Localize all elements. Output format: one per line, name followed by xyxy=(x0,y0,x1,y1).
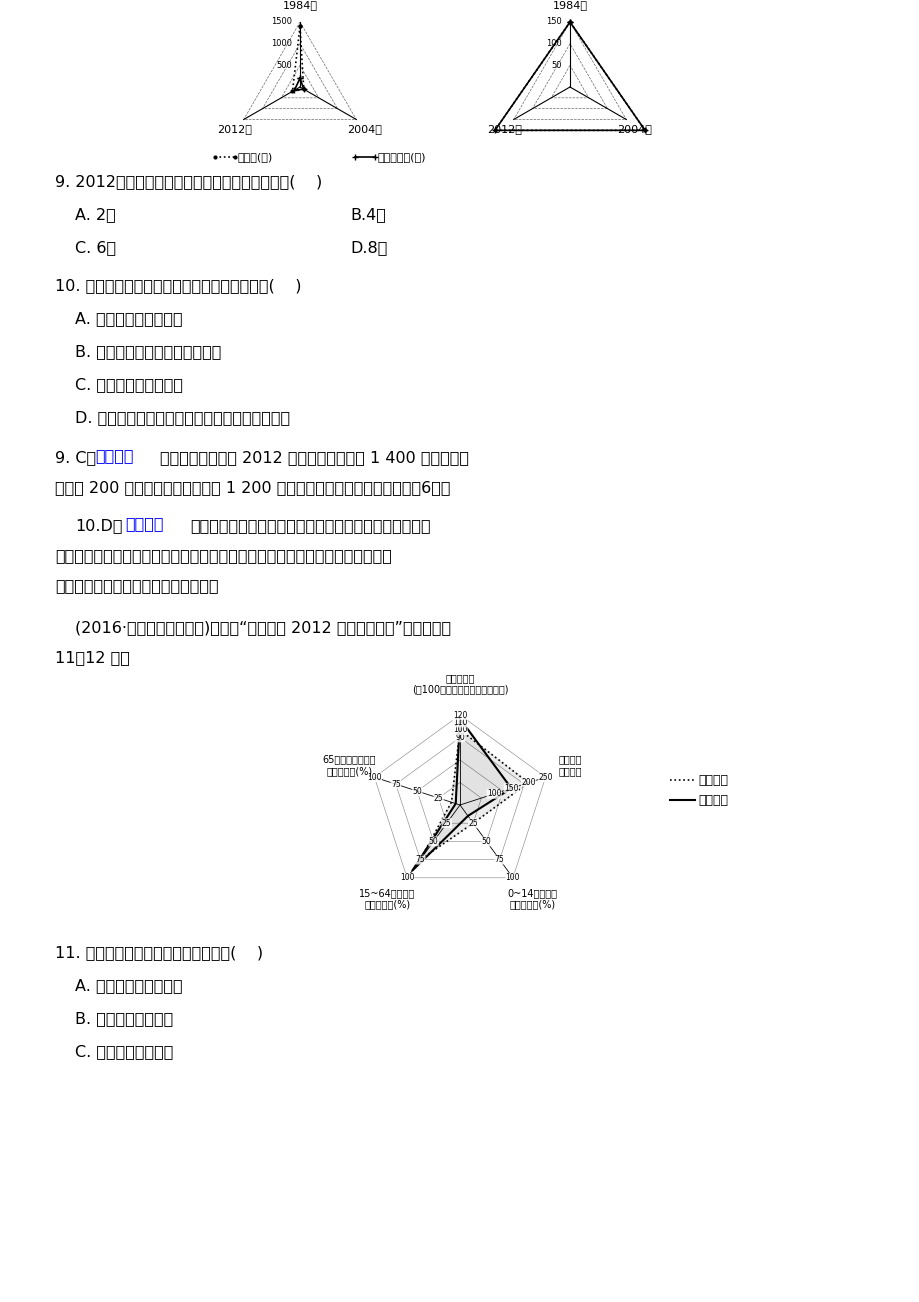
Text: A. 气候暖湿，环境优美: A. 气候暖湿，环境优美 xyxy=(75,311,183,326)
Text: A. 2倍: A. 2倍 xyxy=(75,207,116,223)
Text: 15~64岁人口占
总人口比重(%): 15~64岁人口占 总人口比重(%) xyxy=(358,888,414,910)
Text: 【解析】: 【解析】 xyxy=(125,516,164,531)
Text: 75: 75 xyxy=(415,855,425,865)
Text: 2004年: 2004年 xyxy=(617,125,652,134)
Text: 10. 该城市近三十年人口迅猛增长的根本原因是(    ): 10. 该城市近三十年人口迅猛增长的根本原因是( ) xyxy=(55,279,301,293)
Text: 10.D: 10.D xyxy=(75,518,122,533)
Text: 人口为 200 万，得出流动人口约为 1 200 万，流动人口大约是有户籍人口的6倍。: 人口为 200 万，得出流动人口约为 1 200 万，流动人口大约是有户籍人口的… xyxy=(55,480,450,495)
Text: A. 劳动力人口比重较小: A. 劳动力人口比重较小 xyxy=(75,978,183,993)
Text: 9. 2012年，该城市流动人口大约是有户籍人口的(    ): 9. 2012年，该城市流动人口大约是有户籍人口的( ) xyxy=(55,174,322,189)
Text: 500: 500 xyxy=(276,61,291,70)
Text: 200: 200 xyxy=(521,779,535,788)
Text: 9. C: 9. C xyxy=(55,450,96,465)
Text: 50: 50 xyxy=(550,61,562,70)
Text: 120: 120 xyxy=(452,711,467,720)
Text: 1984年: 1984年 xyxy=(552,0,587,10)
Text: B. 海洋资源的大规模开发和利用: B. 海洋资源的大规模开发和利用 xyxy=(75,344,221,359)
Text: 11～12 题。: 11～12 题。 xyxy=(55,650,130,665)
Text: 史背景，可以得出该城市近三十年人口迅猛增长的根本原因是对外开放的优惠政: 史背景，可以得出该城市近三十年人口迅猛增长的根本原因是对外开放的优惠政 xyxy=(55,548,391,562)
Text: 65岁及以上人口占
总人口比重(%): 65岁及以上人口占 总人口比重(%) xyxy=(323,754,376,776)
Text: 该城市位于我国南部沿海地区，结合我国对外开放的历: 该城市位于我国南部沿海地区，结合我国对外开放的历 xyxy=(190,518,430,533)
Text: 有户籍人口(万): 有户籍人口(万) xyxy=(378,152,426,161)
Text: 2012年: 2012年 xyxy=(218,125,252,134)
Text: 100: 100 xyxy=(486,789,501,798)
Polygon shape xyxy=(420,730,528,859)
Text: 90: 90 xyxy=(455,733,464,742)
Text: B. 老龄人口比重较大: B. 老龄人口比重较大 xyxy=(75,1010,173,1026)
Text: 100: 100 xyxy=(505,874,519,883)
Text: 从图中可以看出 2012 年该市总人口约为 1 400 万，有户籍: 从图中可以看出 2012 年该市总人口约为 1 400 万，有户籍 xyxy=(160,450,469,465)
Text: C. 现代农业的迅速发展: C. 现代农业的迅速发展 xyxy=(75,378,183,392)
Text: 11. 与户籍人口相比，该市流入人口中(    ): 11. 与户籍人口相比，该市流入人口中( ) xyxy=(55,945,263,960)
Text: 1500: 1500 xyxy=(271,17,291,26)
Text: 2012年: 2012年 xyxy=(487,125,522,134)
Text: 150: 150 xyxy=(546,17,562,26)
Text: C. 6倍: C. 6倍 xyxy=(75,240,116,255)
Text: D. 优惠的政策促进了工业化、城市化的迅速发展: D. 优惠的政策促进了工业化、城市化的迅速发展 xyxy=(75,410,289,424)
Text: B.4倍: B.4倍 xyxy=(349,207,385,223)
Text: 0~14岁人口占
总人口比重(%): 0~14岁人口占 总人口比重(%) xyxy=(507,888,557,910)
Text: C. 女性人口比重较大: C. 女性人口比重较大 xyxy=(75,1044,173,1059)
Text: 流入人口: 流入人口 xyxy=(698,793,727,806)
Text: 50: 50 xyxy=(412,786,422,796)
Text: 75: 75 xyxy=(391,780,401,789)
Text: 【解析】: 【解析】 xyxy=(95,448,133,464)
Text: 25: 25 xyxy=(434,793,443,802)
Text: 总人口数
（万人）: 总人口数 （万人） xyxy=(558,754,582,776)
Text: 150: 150 xyxy=(504,784,518,793)
Text: 50: 50 xyxy=(481,837,491,846)
Text: 1984年: 1984年 xyxy=(282,0,317,10)
Text: 25: 25 xyxy=(441,819,451,828)
Text: 100: 100 xyxy=(452,725,467,734)
Text: 25: 25 xyxy=(468,819,478,828)
Text: 50: 50 xyxy=(428,837,438,846)
Text: 男女性别比
(每100位女性所对应的男性数目): 男女性别比 (每100位女性所对应的男性数目) xyxy=(412,673,507,694)
Text: 策促进了工业化、城市化的迅速发展。: 策促进了工业化、城市化的迅速发展。 xyxy=(55,578,219,592)
Text: 1000: 1000 xyxy=(271,39,291,48)
Text: 100: 100 xyxy=(367,772,381,781)
Text: 75: 75 xyxy=(494,855,504,865)
Text: 110: 110 xyxy=(452,717,467,727)
Text: (2016·唐山一中高三测试)下图为“我国某市 2012 年人口统计图”，读图完成: (2016·唐山一中高三测试)下图为“我国某市 2012 年人口统计图”，读图完… xyxy=(75,620,450,635)
Text: 户籍人口: 户籍人口 xyxy=(698,773,727,786)
Text: 2004年: 2004年 xyxy=(347,125,382,134)
Polygon shape xyxy=(412,719,511,871)
Text: 总人口(万): 总人口(万) xyxy=(238,152,273,161)
Text: 100: 100 xyxy=(546,39,562,48)
Text: D.8倍: D.8倍 xyxy=(349,240,387,255)
Text: 250: 250 xyxy=(538,772,552,781)
Text: 100: 100 xyxy=(400,874,414,883)
